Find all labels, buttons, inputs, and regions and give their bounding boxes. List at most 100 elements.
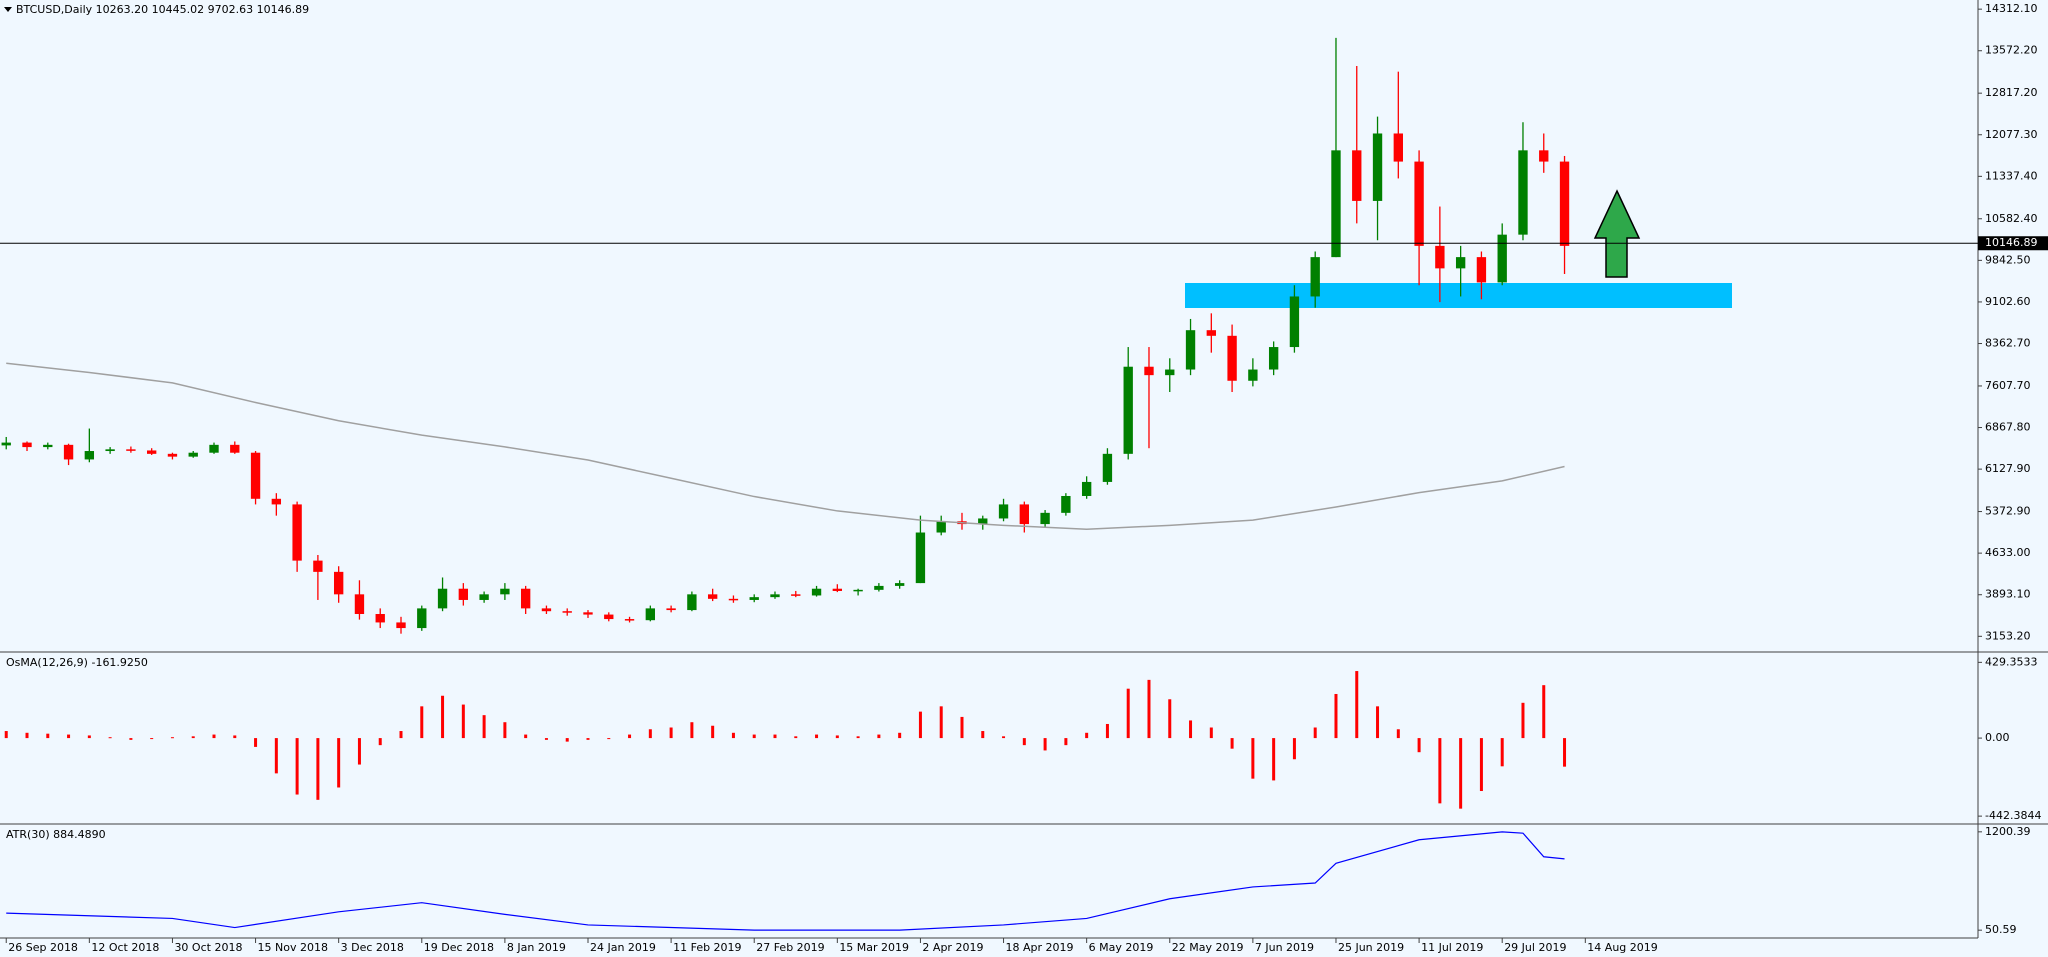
- x-tick-label: 26 Sep 2018: [8, 941, 78, 954]
- candle-body: [1518, 150, 1528, 235]
- osma-bar: [1168, 699, 1172, 739]
- candle-body: [1476, 257, 1487, 283]
- candle-body: [1289, 296, 1300, 348]
- candle-body: [624, 619, 635, 621]
- x-tick-label: 15 Mar 2019: [839, 941, 909, 954]
- y-tick-label: 5372.90: [1985, 505, 2031, 518]
- osma-bar: [1085, 732, 1089, 739]
- osma-bar: [1230, 738, 1234, 749]
- osma-bar: [794, 736, 798, 739]
- candle-body: [645, 608, 656, 621]
- y-tick-label: 3893.10: [1985, 588, 2031, 601]
- candle-body: [1, 442, 11, 446]
- candle-body: [1539, 150, 1549, 162]
- y-tick-label: 12077.30: [1985, 128, 2038, 141]
- osma-bar: [835, 735, 839, 739]
- osma-bar: [1147, 679, 1151, 739]
- x-tick-label: 12 Oct 2018: [91, 941, 159, 954]
- x-tick-label: 6 May 2019: [1089, 941, 1154, 954]
- osma-bar: [1521, 702, 1525, 739]
- candle-body: [936, 521, 946, 533]
- x-tick-label: 24 Jan 2019: [590, 941, 656, 954]
- osma-bar: [1334, 693, 1338, 739]
- osma-bar: [212, 734, 216, 739]
- x-tick-label: 18 Apr 2019: [1006, 941, 1074, 954]
- osma-bar: [648, 729, 652, 739]
- candle-body: [1019, 504, 1029, 525]
- candle-body: [1227, 335, 1237, 381]
- osma-bar: [108, 737, 112, 739]
- osma-bar: [1417, 738, 1421, 753]
- osma-bar: [960, 716, 964, 739]
- y-tick-label: 9842.50: [1985, 253, 2031, 266]
- candle-body: [1268, 347, 1279, 370]
- x-tick-label: 14 Aug 2019: [1587, 941, 1657, 954]
- up-arrow: [1593, 189, 1641, 278]
- candle-body: [874, 585, 884, 590]
- support-zone: [1185, 283, 1732, 308]
- osma-bar: [524, 734, 528, 739]
- osma-title: OsMA(12,26,9) -161.9250: [6, 656, 148, 669]
- osma-bar: [399, 731, 403, 739]
- candle-body: [1455, 257, 1466, 269]
- y-tick-label: 14312.10: [1985, 2, 2038, 15]
- osma-bar: [1292, 738, 1296, 760]
- osma-bar: [711, 725, 715, 739]
- candle-body: [770, 594, 780, 598]
- candle-body: [1123, 366, 1133, 454]
- candle-body: [853, 589, 863, 592]
- x-tick-label: 22 May 2019: [1172, 941, 1244, 954]
- candle-body: [915, 532, 926, 584]
- candle-body: [1393, 133, 1403, 162]
- candle-body: [1414, 161, 1424, 246]
- atr-title: ATR(30) 884.4890: [6, 828, 106, 841]
- osma-bar: [877, 734, 881, 739]
- candle-body: [84, 451, 95, 460]
- y-tick-label: 11337.40: [1985, 169, 2038, 182]
- candle-body: [583, 612, 593, 615]
- candle-body: [687, 594, 697, 611]
- osma-bar: [4, 731, 8, 739]
- osma-bar: [731, 732, 735, 739]
- candle-body: [707, 594, 718, 599]
- candle-body: [832, 588, 843, 591]
- x-tick-label: 15 Nov 2018: [258, 941, 328, 954]
- candle-body: [230, 444, 240, 453]
- osma-bar: [191, 736, 195, 739]
- x-tick-label: 30 Oct 2018: [174, 941, 242, 954]
- candle-body: [105, 449, 115, 452]
- candle-body: [375, 614, 385, 623]
- candle-body: [354, 594, 365, 615]
- y-tick-label: 6127.90: [1985, 462, 2031, 475]
- osma-bar: [129, 738, 133, 740]
- x-tick-label: 11 Feb 2019: [673, 941, 741, 954]
- osma-bar: [856, 736, 860, 739]
- x-tick-label: 11 Jul 2019: [1421, 941, 1483, 954]
- x-tick-label: 25 Jun 2019: [1338, 941, 1404, 954]
- osma-bar: [357, 738, 361, 765]
- candle-body: [1248, 369, 1258, 381]
- candle-body: [1352, 150, 1362, 201]
- osma-bar: [898, 732, 902, 739]
- candle-body: [333, 571, 344, 595]
- candle-body: [1435, 245, 1445, 269]
- osma-bar: [1043, 738, 1047, 751]
- osma-bar: [544, 738, 548, 740]
- candle-body: [894, 583, 905, 586]
- candle-body: [1144, 366, 1154, 376]
- candle-body: [1040, 512, 1050, 525]
- osma-bar: [461, 704, 465, 739]
- x-tick-label: 2 Apr 2019: [922, 941, 983, 954]
- y-tick-label: 13572.20: [1985, 44, 2038, 57]
- candle-body: [250, 452, 261, 499]
- x-tick-label: 19 Dec 2018: [424, 941, 494, 954]
- x-tick-label: 3 Dec 2018: [341, 941, 404, 954]
- candle-body: [811, 588, 822, 596]
- osma-bar: [1105, 723, 1109, 739]
- y-tick-label: 9102.60: [1985, 295, 2031, 308]
- osma-bar: [586, 738, 590, 740]
- candle-body: [146, 450, 157, 454]
- candle-body: [1165, 369, 1175, 376]
- osma-bar: [87, 735, 91, 739]
